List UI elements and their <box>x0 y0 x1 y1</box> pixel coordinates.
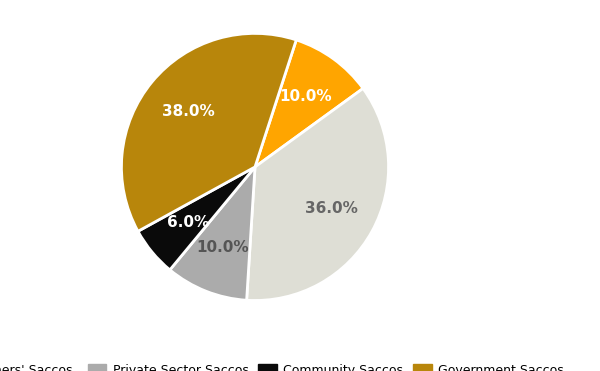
Wedge shape <box>247 88 389 301</box>
Text: 6.0%: 6.0% <box>167 215 209 230</box>
Wedge shape <box>138 167 255 270</box>
Text: 10.0%: 10.0% <box>197 240 250 255</box>
Legend: Farmers' Saccos, Teachers' Saccos, Private Sector Saccos, Community Saccos, Gove: Farmers' Saccos, Teachers' Saccos, Priva… <box>0 359 569 371</box>
Wedge shape <box>121 33 296 231</box>
Text: 36.0%: 36.0% <box>305 201 358 216</box>
Wedge shape <box>170 167 255 300</box>
Wedge shape <box>255 40 363 167</box>
Text: 10.0%: 10.0% <box>280 89 332 104</box>
Text: 38.0%: 38.0% <box>162 104 214 119</box>
